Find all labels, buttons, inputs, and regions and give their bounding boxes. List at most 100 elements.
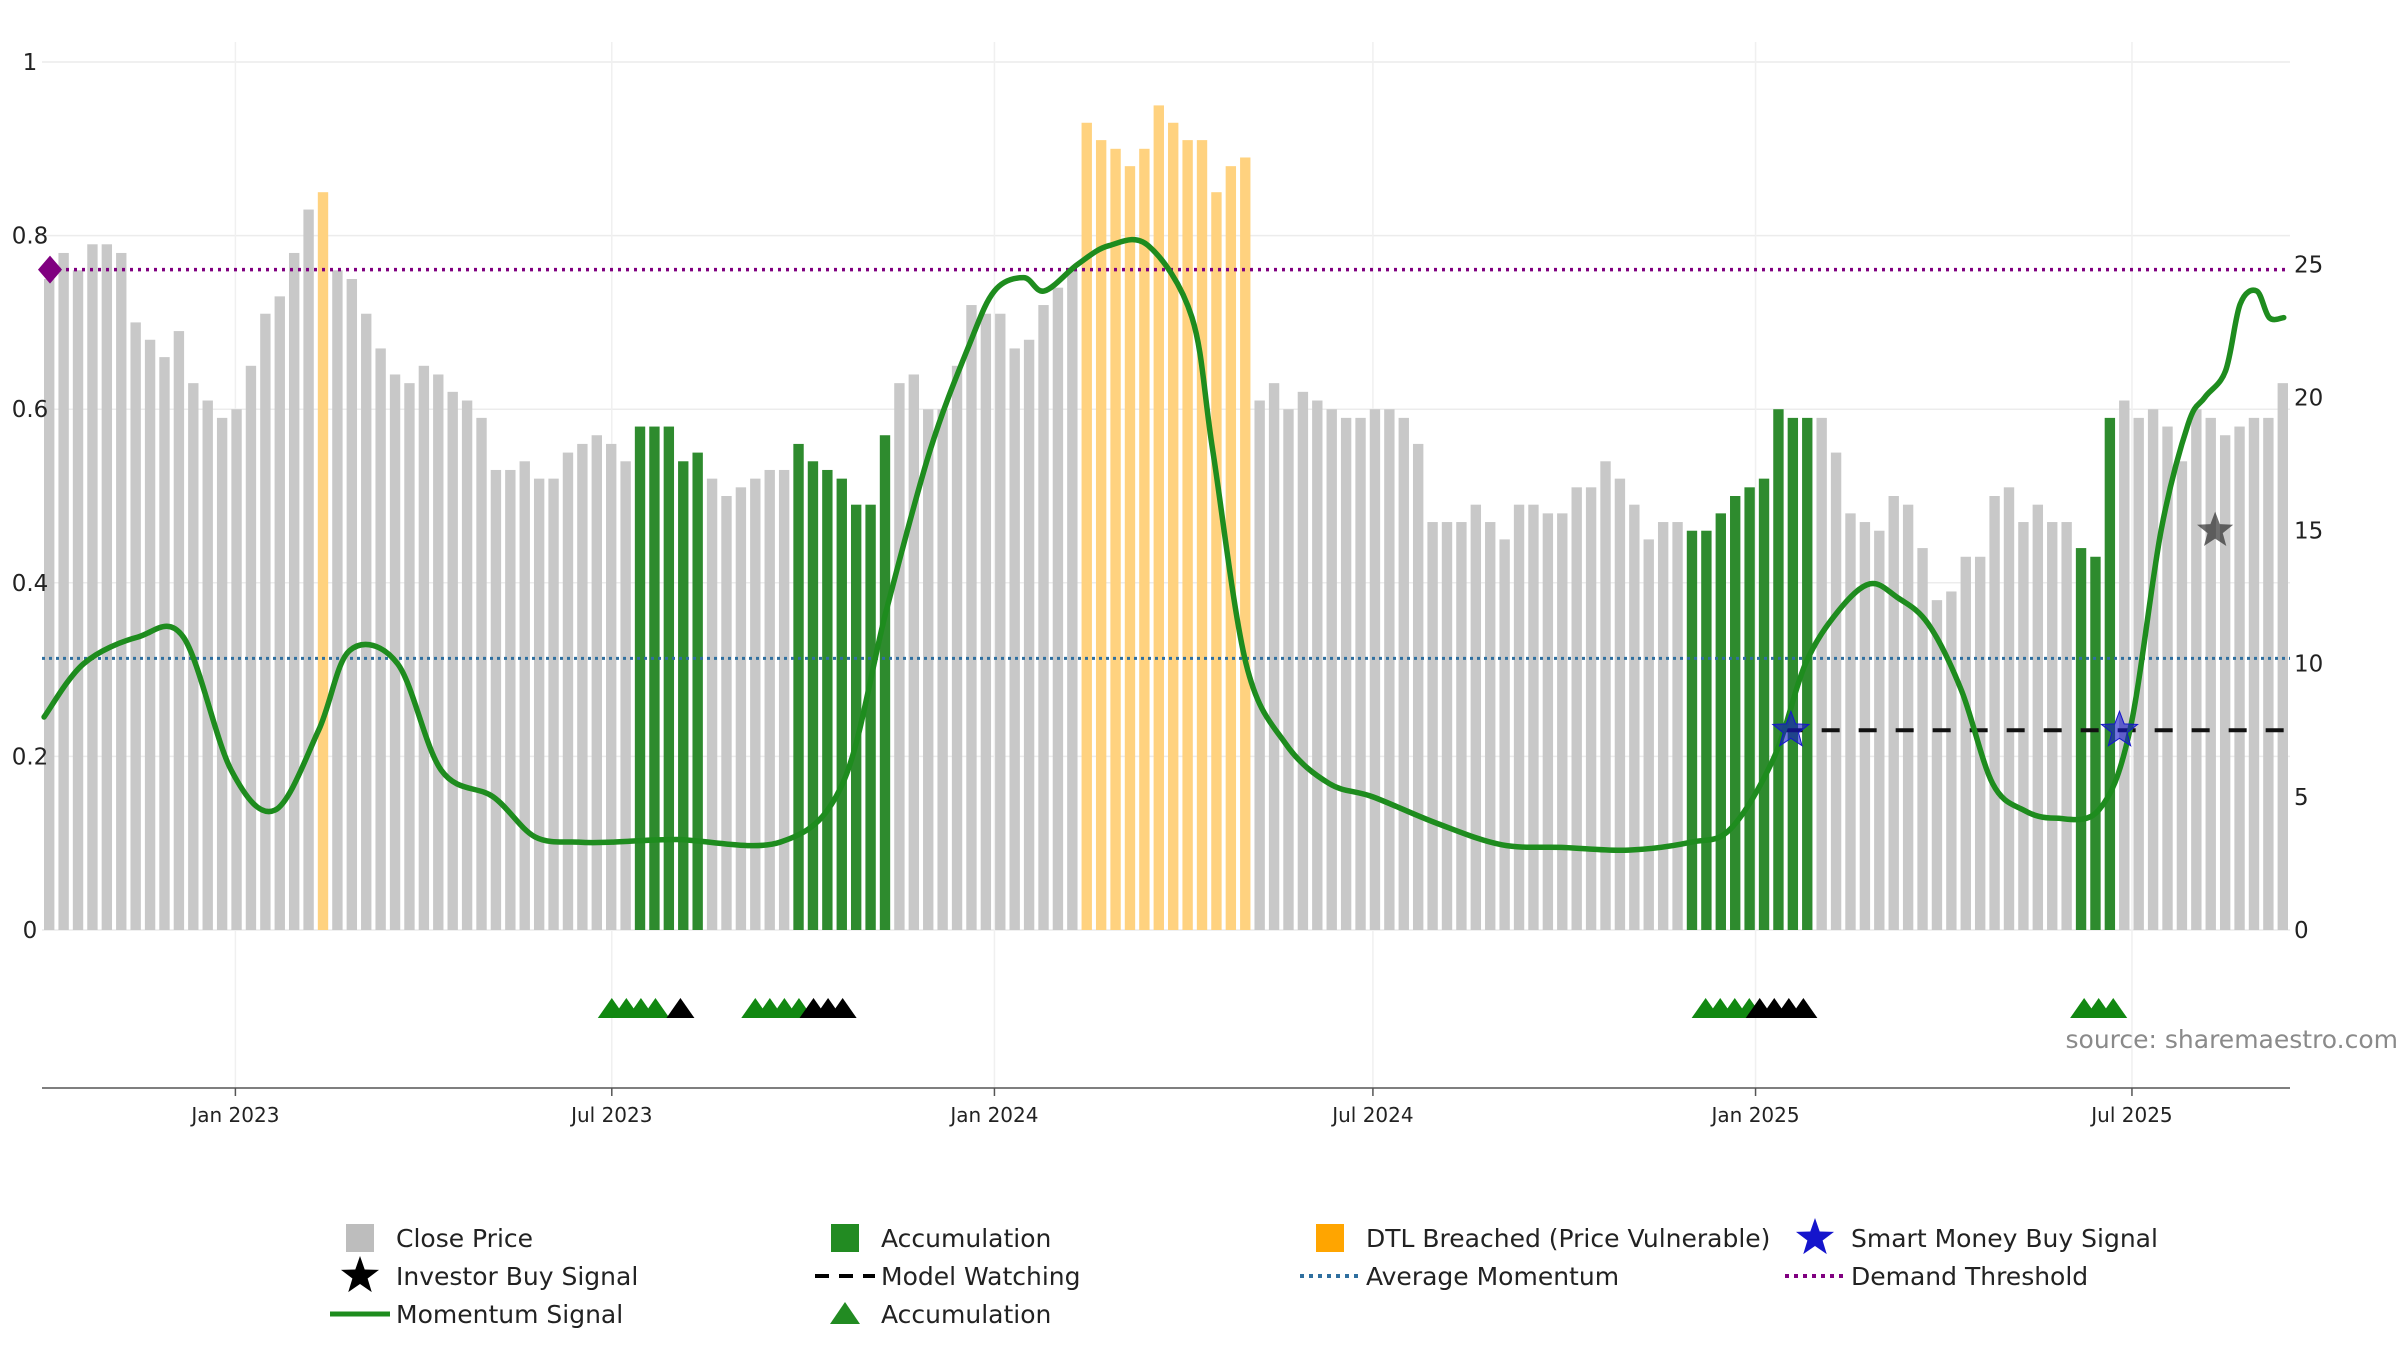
momentum-signal-line — [41, 236, 2287, 854]
close-price-bar — [2061, 522, 2072, 930]
close-price-bar — [332, 270, 343, 930]
close-price-bar — [2219, 435, 2231, 930]
dtl-breached-bar — [1182, 140, 1193, 930]
close-price-bar — [2147, 409, 2159, 930]
close-price-bar — [2277, 383, 2288, 930]
accumulation-bar — [1787, 417, 1799, 930]
dtl-breached-bar — [1153, 105, 1164, 930]
close-price-bar — [980, 313, 992, 931]
close-price-bar — [2162, 426, 2173, 930]
close-price-bar — [72, 270, 84, 930]
accumulation-bar — [850, 504, 862, 930]
close-price-bar — [2003, 487, 2015, 930]
close-price-bar — [1009, 348, 1020, 930]
x-axis-tick-label: Jan 2024 — [948, 1103, 1038, 1127]
close-price-bar — [2047, 522, 2058, 930]
close-price-bar — [1600, 461, 1611, 930]
legend-label: Close Price — [396, 1224, 533, 1253]
close-price-bar — [1283, 409, 1294, 930]
close-price-bar — [361, 313, 372, 931]
close-price-bar — [2234, 426, 2245, 930]
accumulation-bar — [2104, 417, 2116, 930]
accumulation-bar — [807, 461, 819, 930]
close-price-bar — [894, 383, 905, 930]
accumulation-bar — [865, 504, 876, 930]
right-axis-tick-label: 5 — [2294, 785, 2309, 811]
legend-swatch — [1316, 1224, 1344, 1252]
legend-label: Accumulation — [881, 1224, 1051, 1253]
legend-label: Smart Money Buy Signal — [1851, 1224, 2158, 1253]
momentum-layer — [41, 236, 2287, 854]
legend-star — [1795, 1218, 1835, 1255]
accumulation-bar — [649, 426, 660, 930]
legend-item: DTL Breached (Price Vulnerable) — [1316, 1224, 1770, 1253]
close-price-bar — [2119, 400, 2130, 930]
left-axis-tick-label: 0.6 — [12, 397, 49, 423]
x-axis-tick-label: Jul 2023 — [569, 1103, 652, 1127]
close-price-bar — [116, 252, 127, 930]
close-price-bar — [706, 478, 718, 930]
accumulation-bar — [1744, 487, 1755, 930]
dtl-breached-bar — [1095, 140, 1107, 930]
close-price-bar — [735, 487, 747, 930]
legend-item: Smart Money Buy Signal — [1795, 1218, 2158, 1255]
close-price-bar — [1528, 504, 1539, 930]
close-price-bar — [1917, 548, 1928, 930]
right-axis-tick-label: 20 — [2294, 385, 2323, 411]
legend-triangle — [830, 1302, 860, 1324]
accumulation-bar — [1802, 417, 1813, 930]
close-price-bar — [375, 348, 386, 930]
close-price-bar — [620, 461, 631, 930]
close-price-bar — [721, 496, 732, 930]
legend-label: Average Momentum — [1366, 1262, 1619, 1291]
close-price-bar — [1427, 522, 1438, 930]
dtl-breached-bar — [1081, 122, 1092, 930]
accumulation-bar — [663, 426, 675, 930]
accumulation-bar — [1701, 530, 1712, 930]
close-price-bar — [1614, 478, 1626, 930]
close-price-bar — [202, 400, 213, 930]
x-axis-tick-label: Jul 2025 — [2089, 1103, 2172, 1127]
close-price-bar — [490, 469, 502, 930]
accumulation-triangle-dark — [1789, 998, 1818, 1018]
close-price-bar — [1023, 339, 1035, 930]
accumulation-bar — [1730, 496, 1741, 930]
signal-markers — [597, 511, 2234, 1018]
close-price-bar — [1067, 270, 1078, 930]
dtl-breached-bar — [1139, 148, 1150, 931]
close-price-bar — [476, 417, 487, 930]
close-price-bar — [505, 469, 516, 930]
close-price-bar — [591, 435, 602, 930]
close-price-bar — [2248, 417, 2260, 930]
close-price-bar — [1340, 417, 1352, 930]
close-price-bar — [1629, 504, 1640, 930]
close-price-bar — [2191, 409, 2202, 930]
close-price-bar — [433, 374, 444, 931]
close-price-bar — [562, 452, 574, 930]
close-price-bar — [1268, 383, 1280, 930]
accumulation-bar — [634, 426, 646, 930]
close-price-bar — [995, 313, 1006, 931]
close-price-bar — [1441, 522, 1453, 930]
close-price-bar — [1254, 400, 1265, 930]
dtl-breached-bar — [1168, 122, 1179, 930]
right-axis-tick-label: 15 — [2294, 519, 2323, 545]
legend-swatch — [346, 1224, 374, 1252]
legend-item: Demand Threshold — [1785, 1262, 2088, 1291]
close-price-bar — [1874, 530, 1885, 930]
accumulation-triangle — [641, 998, 670, 1018]
close-price-bar — [1542, 513, 1554, 930]
close-price-bar — [533, 478, 545, 930]
legend-item: Investor Buy Signal — [340, 1256, 638, 1293]
close-price-bar — [1643, 539, 1654, 930]
accumulation-triangle-dark — [828, 998, 857, 1018]
close-price-bar — [951, 365, 963, 930]
close-price-bar — [1456, 522, 1467, 930]
close-price-bar — [274, 296, 285, 930]
close-price-bar — [44, 279, 55, 930]
close-price-bar — [404, 383, 415, 930]
right-axis-tick-label: 0 — [2294, 918, 2309, 944]
